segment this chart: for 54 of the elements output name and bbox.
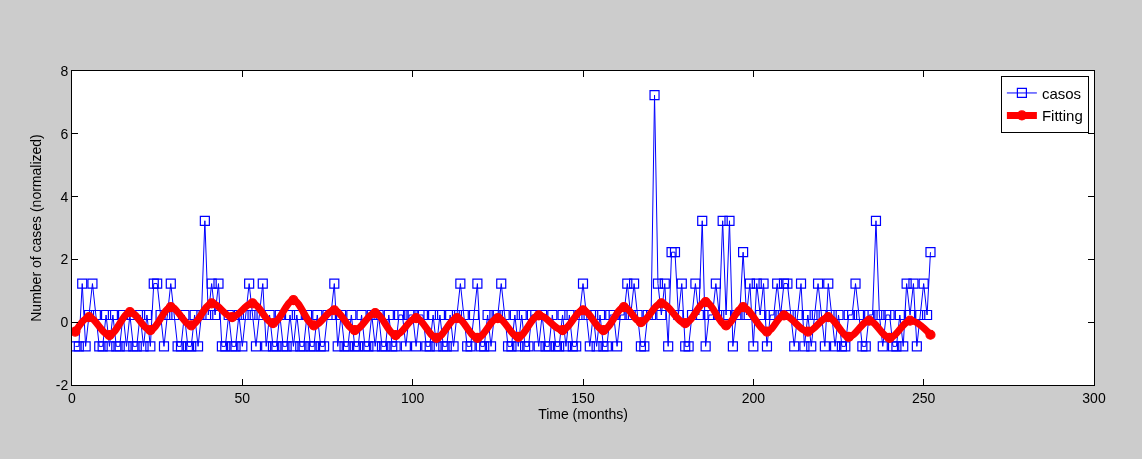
- x-axis-title: Time (months): [538, 406, 628, 423]
- point: [267, 318, 279, 329]
- point: [472, 332, 483, 343]
- x-tick-label: 100: [400, 389, 425, 406]
- point: [656, 298, 667, 309]
- y-tick-label: 8: [60, 62, 69, 79]
- point: [104, 329, 115, 341]
- point: [349, 324, 360, 336]
- point: [165, 302, 176, 313]
- y-tick-label: 0: [60, 314, 69, 331]
- y-tick-label: 4: [60, 188, 69, 205]
- x-tick-label: 250: [911, 389, 936, 406]
- point: [451, 313, 463, 324]
- point: [145, 324, 156, 336]
- point: [247, 298, 258, 309]
- point: [635, 317, 647, 328]
- point: [390, 329, 401, 341]
- point: [598, 324, 609, 336]
- point: [738, 302, 749, 313]
- x-tick-label: 300: [1082, 389, 1106, 406]
- point: [186, 320, 197, 331]
- point: [778, 310, 790, 321]
- point: [557, 324, 568, 336]
- point: [925, 329, 936, 340]
- y-tick-label: -2: [55, 376, 69, 393]
- point: [431, 332, 442, 343]
- point: [802, 326, 813, 337]
- point: [72, 326, 81, 337]
- point: [206, 298, 217, 309]
- y-tick-label: 6: [60, 125, 69, 142]
- y-axis-title: Number of cases (normalized): [28, 134, 45, 322]
- point: [329, 305, 340, 316]
- point: [410, 313, 422, 324]
- point: [700, 297, 711, 308]
- point: [513, 331, 524, 343]
- point: [884, 332, 895, 343]
- y-tick-label: 2: [60, 251, 69, 268]
- x-tick-label: 200: [741, 389, 766, 406]
- point: [864, 315, 875, 326]
- point: [492, 313, 503, 324]
- point: [308, 320, 319, 331]
- point: [843, 331, 854, 343]
- legend-label: Fitting: [1041, 107, 1083, 125]
- point: [577, 305, 589, 316]
- point: [227, 312, 238, 323]
- point: [761, 326, 773, 337]
- legend-label: casos: [1041, 84, 1082, 102]
- point: [680, 318, 691, 329]
- x-tick-label: 50: [234, 389, 251, 406]
- point: [288, 295, 299, 306]
- point: [618, 302, 629, 313]
- point: [720, 320, 732, 331]
- point: [904, 315, 916, 326]
- x-tick-label: 150: [571, 389, 595, 406]
